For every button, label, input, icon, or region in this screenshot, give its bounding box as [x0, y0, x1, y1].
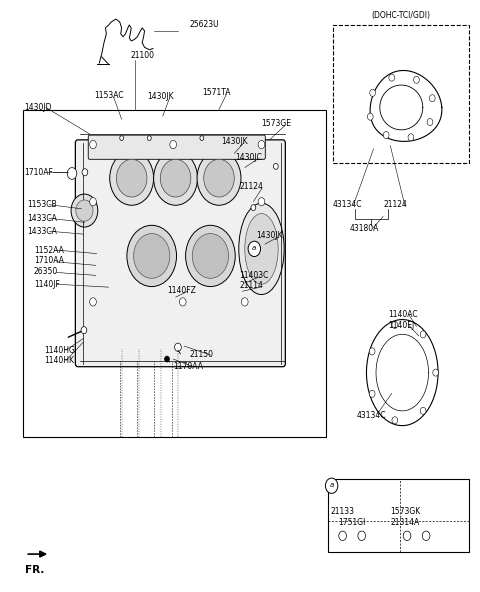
Text: 21133: 21133 — [331, 507, 355, 516]
Text: 1571TA: 1571TA — [202, 88, 230, 97]
Circle shape — [197, 151, 241, 205]
Text: 43134C: 43134C — [357, 410, 386, 420]
Text: 21124: 21124 — [383, 200, 407, 209]
Circle shape — [170, 140, 177, 149]
Circle shape — [76, 200, 93, 221]
Circle shape — [403, 531, 411, 540]
Text: 1430JK: 1430JK — [221, 137, 248, 146]
Text: 1140HK: 1140HK — [44, 356, 74, 365]
Circle shape — [81, 327, 87, 334]
Text: 1710AF: 1710AF — [24, 168, 53, 177]
Circle shape — [420, 331, 426, 338]
Text: 1751GI: 1751GI — [338, 519, 366, 527]
Text: 1573GK: 1573GK — [390, 507, 420, 516]
Circle shape — [258, 140, 265, 149]
Circle shape — [392, 417, 398, 424]
Ellipse shape — [239, 203, 284, 295]
Text: 11403C: 11403C — [239, 271, 268, 280]
Text: 26350: 26350 — [34, 267, 58, 276]
Circle shape — [408, 134, 414, 141]
Circle shape — [204, 159, 234, 197]
Text: 1573GE: 1573GE — [262, 119, 291, 128]
Circle shape — [200, 136, 204, 140]
Circle shape — [71, 194, 98, 227]
Circle shape — [422, 531, 430, 540]
Text: a: a — [329, 482, 334, 488]
Circle shape — [175, 343, 181, 352]
Circle shape — [325, 478, 338, 493]
Circle shape — [384, 131, 389, 139]
Text: 1140AC: 1140AC — [388, 310, 418, 319]
Text: 1140HG: 1140HG — [44, 346, 75, 355]
Text: (DOHC-TCI/GDI): (DOHC-TCI/GDI) — [372, 11, 431, 20]
Circle shape — [67, 168, 77, 179]
Circle shape — [370, 89, 375, 96]
Circle shape — [110, 151, 154, 205]
Circle shape — [82, 169, 88, 176]
Text: 1430JC: 1430JC — [235, 153, 262, 162]
Text: 21124: 21124 — [240, 182, 264, 191]
Circle shape — [90, 140, 96, 149]
Circle shape — [414, 76, 420, 83]
Text: 21150: 21150 — [190, 350, 214, 359]
Circle shape — [120, 136, 123, 140]
Text: 1430JK: 1430JK — [257, 231, 283, 240]
Bar — [328, 479, 469, 552]
Circle shape — [433, 369, 439, 376]
Circle shape — [116, 159, 147, 197]
Text: 25623U: 25623U — [190, 21, 219, 30]
Circle shape — [90, 198, 96, 206]
Circle shape — [392, 321, 398, 329]
Circle shape — [192, 233, 228, 278]
Ellipse shape — [245, 214, 278, 284]
Text: 21114: 21114 — [239, 281, 263, 291]
Text: 43180A: 43180A — [350, 224, 379, 233]
Circle shape — [251, 205, 256, 211]
Text: 1430JD: 1430JD — [24, 103, 52, 112]
Circle shape — [154, 151, 198, 205]
Text: 1140JF: 1140JF — [34, 279, 60, 289]
Text: 43134C: 43134C — [333, 200, 362, 209]
Bar — [333, 25, 469, 163]
FancyBboxPatch shape — [88, 135, 265, 159]
Bar — [23, 110, 326, 437]
Circle shape — [367, 113, 373, 120]
Text: FR.: FR. — [25, 565, 45, 575]
Circle shape — [186, 226, 235, 287]
FancyBboxPatch shape — [75, 140, 285, 366]
Text: 21314A: 21314A — [390, 519, 420, 527]
Text: 1140FZ: 1140FZ — [168, 285, 196, 295]
Circle shape — [430, 95, 435, 102]
Circle shape — [369, 390, 375, 397]
Circle shape — [90, 298, 96, 306]
Text: 1710AA: 1710AA — [34, 256, 64, 265]
Circle shape — [248, 241, 261, 256]
Circle shape — [369, 348, 375, 355]
Circle shape — [180, 298, 186, 306]
Text: 1140EJ: 1140EJ — [388, 321, 414, 330]
Text: 1152AA: 1152AA — [34, 246, 64, 255]
Circle shape — [420, 407, 426, 414]
Circle shape — [258, 198, 265, 206]
Circle shape — [133, 233, 170, 278]
Circle shape — [165, 356, 169, 362]
Text: 1153CB: 1153CB — [28, 200, 57, 209]
Circle shape — [241, 298, 248, 306]
Text: 1433CA: 1433CA — [28, 214, 58, 223]
Circle shape — [160, 159, 191, 197]
Circle shape — [274, 163, 278, 169]
Circle shape — [127, 226, 177, 287]
Circle shape — [339, 531, 347, 540]
Text: 1430JK: 1430JK — [147, 92, 174, 101]
Circle shape — [147, 136, 151, 140]
Text: 1170AA: 1170AA — [173, 362, 203, 371]
Circle shape — [389, 74, 395, 81]
Circle shape — [358, 531, 365, 540]
Text: a: a — [252, 245, 256, 251]
Text: 21100: 21100 — [130, 51, 154, 60]
Circle shape — [427, 118, 433, 126]
Text: 1153AC: 1153AC — [95, 91, 124, 100]
Text: 1433CA: 1433CA — [28, 227, 58, 236]
